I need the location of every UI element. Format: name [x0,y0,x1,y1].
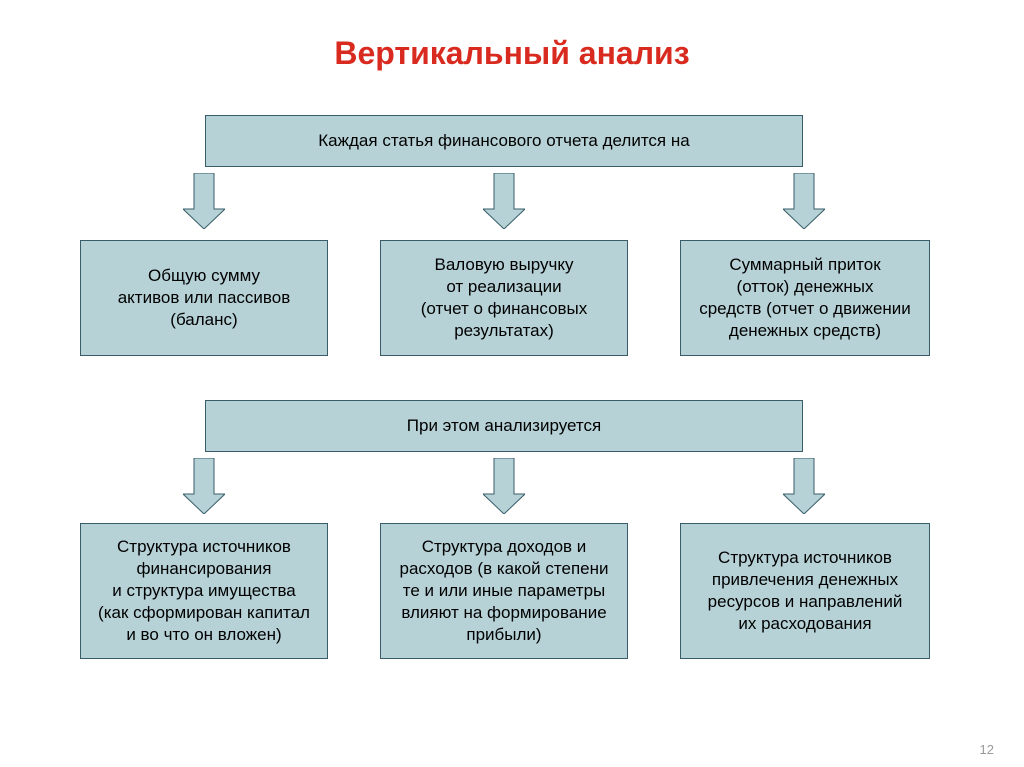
box-structure-resources-text: Структура источниковпривлечения денежных… [708,547,903,635]
header-box-2: При этом анализируется [205,400,803,452]
box-structure-resources: Структура источниковпривлечения денежных… [680,523,930,659]
arrow-down-icon [183,173,225,229]
box-cashflow: Суммарный приток(отток) денежныхсредств … [680,240,930,356]
page-title: Вертикальный анализ [334,35,689,72]
header-box-1: Каждая статья финансового отчета делится… [205,115,803,167]
box-structure-sources-text: Структура источниковфинансированияи стру… [98,536,310,646]
box-structure-income: Структура доходов ирасходов (в какой сте… [380,523,628,659]
header-box-1-text: Каждая статья финансового отчета делится… [318,130,689,152]
arrow-down-icon [483,458,525,514]
arrow-down-icon [783,458,825,514]
arrow-down-icon [183,458,225,514]
box-cashflow-text: Суммарный приток(отток) денежныхсредств … [699,254,911,342]
box-assets-text: Общую суммуактивов или пассивов(баланс) [118,265,291,331]
page-number: 12 [980,742,994,757]
header-box-2-text: При этом анализируется [407,415,601,437]
arrow-down-icon [783,173,825,229]
box-revenue-text: Валовую выручкуот реализации(отчет о фин… [421,254,588,342]
arrow-down-icon [483,173,525,229]
box-assets: Общую суммуактивов или пассивов(баланс) [80,240,328,356]
box-revenue: Валовую выручкуот реализации(отчет о фин… [380,240,628,356]
box-structure-income-text: Структура доходов ирасходов (в какой сте… [399,536,608,646]
box-structure-sources: Структура источниковфинансированияи стру… [80,523,328,659]
